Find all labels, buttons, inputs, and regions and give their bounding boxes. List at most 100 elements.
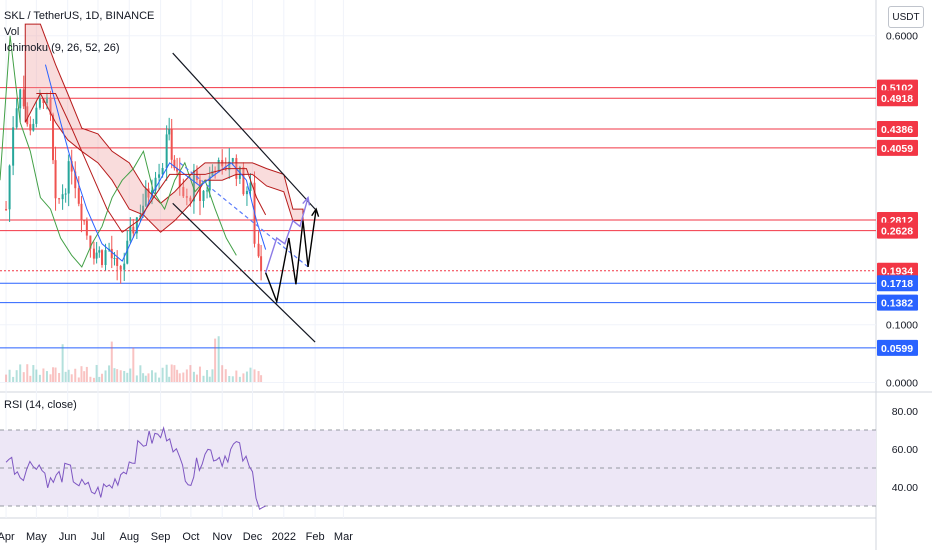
price-level-label: 0.4059 [881,143,913,155]
rsi-axis-tick-label: 80.00 [892,406,918,418]
volume-bar [214,338,217,382]
candle-body [158,174,161,178]
candle-body [192,170,195,202]
candle-body [173,159,176,169]
volume-bar [77,377,80,382]
candle-body [224,166,227,171]
candle-body [52,114,55,161]
x-axis-tick-label: Dec [243,531,263,543]
volume-bar [238,376,241,382]
candle-body [92,248,95,259]
rsi-legend[interactable]: RSI (14, close) [4,399,77,411]
x-axis-tick-label: Jul [91,531,105,543]
channel-upper-line [172,52,316,210]
candle-body [206,190,209,192]
candle-body [208,176,211,191]
price-level-label: 0.1934 [881,266,913,278]
candle-body [147,188,150,198]
candle-body [211,170,214,177]
candle-body [49,97,52,115]
ichimoku-legend[interactable]: Ichimoku (9, 26, 52, 26) [4,42,120,54]
volume-bar [110,341,113,382]
volume-bar [80,366,83,382]
x-axis-tick-label: 2022 [272,531,296,543]
candle-body [116,257,119,266]
volume-bar [185,369,188,382]
price-level-label: 0.2628 [881,226,913,238]
price-level-badge [877,139,918,156]
price-level-label: 0.4386 [881,124,913,136]
volume-bar [217,336,220,382]
volume-bar [257,371,260,382]
candle-body [83,220,86,222]
x-axis-tick-label: Sep [151,531,171,543]
candle-body [104,250,107,265]
volume-bar [135,375,138,382]
candle-body [257,243,260,257]
volume-bar [253,369,256,382]
candle-body [67,161,70,194]
x-axis-tick-label: Aug [119,531,139,543]
volume-bar [208,376,211,382]
y-axis-tick-label: 0.0000 [886,378,918,390]
candle-body [217,159,220,173]
y-axis-tick-label: 0.1000 [886,320,918,332]
candle-body [74,171,77,189]
price-level-badge [877,90,918,107]
volume-bar [61,344,64,382]
candle-body [77,188,80,204]
volume-bar [147,373,150,382]
volume-bar [38,374,41,382]
x-axis-tick-label: Feb [306,531,325,543]
candle-body [26,106,29,125]
rsi-line [5,426,266,510]
candle-body [58,198,61,200]
volume-bar [249,367,252,382]
x-axis-tick-label: Jun [59,531,77,543]
candle-body [85,220,88,236]
candle-body [45,97,48,103]
candle-body [70,161,73,172]
price-level-badge [877,120,918,137]
volume-bar [165,364,168,382]
volume-bar [245,371,248,382]
candle-body [32,123,35,131]
price-level-badge [877,294,918,311]
volume-bar [144,375,147,382]
volume-bar [129,368,132,382]
x-axis-tick-label: Nov [212,531,232,543]
volume-bar [104,370,107,382]
volume-bar [198,366,201,382]
volume-bar [92,377,95,382]
candle-body [176,168,179,172]
candle-body [19,89,22,109]
volume-bar [211,369,214,382]
volume-bar [35,369,38,382]
rsi-axis-tick-label: 60.00 [892,444,918,456]
volume-bar [126,372,129,382]
volume-bar [123,370,126,382]
volume-bar [12,376,15,382]
candle-body [129,226,132,241]
candle-body [260,256,263,271]
candle-body [182,186,185,197]
volume-bar [142,373,145,382]
currency-unit-button[interactable]: USDT [888,6,924,28]
volume-bar [22,372,25,382]
volume-bar [26,364,29,382]
symbol-legend[interactable]: SKL / TetherUS, 1D, BINANCE [4,10,155,22]
volume-legend[interactable]: Vol [4,26,20,38]
volume-bar [64,371,67,382]
candle-body [161,167,164,175]
volume-bar [8,369,11,382]
x-axis-tick-label: May [26,531,47,543]
rsi-axis-tick-label: 40.00 [892,482,918,494]
volume-bar [224,369,227,382]
volume-bar [206,370,209,382]
candle-body [15,108,18,128]
volume-bar [113,368,116,382]
candle-body [8,165,11,210]
price-level-label: 0.0599 [881,343,913,355]
volume-bar [161,367,164,382]
